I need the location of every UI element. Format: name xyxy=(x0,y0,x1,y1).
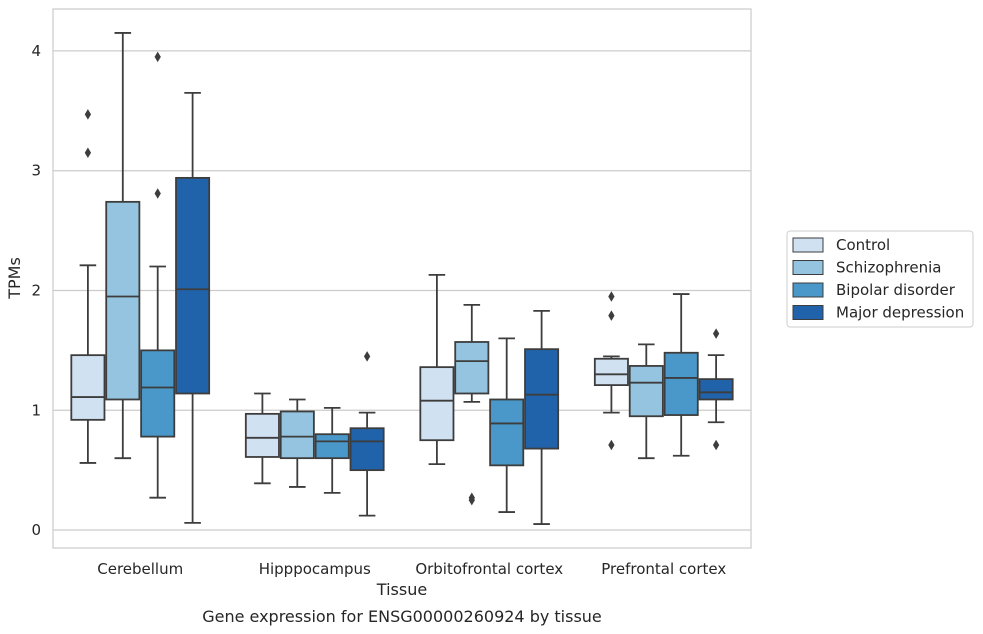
legend-label: Bipolar disorder xyxy=(836,281,956,299)
legend-label: Control xyxy=(836,236,890,254)
outlier-point xyxy=(154,188,161,199)
box xyxy=(419,366,455,442)
outlier-point xyxy=(712,439,720,451)
box-group xyxy=(663,293,699,457)
box-group xyxy=(140,51,176,499)
legend: Control Schizophrenia Bipolar disorder Majo… xyxy=(786,230,974,328)
x-tick-label: Prefrontal cortex xyxy=(601,560,726,578)
box xyxy=(175,176,211,395)
box xyxy=(349,427,385,472)
box xyxy=(314,433,350,460)
box-group xyxy=(349,351,385,517)
box-group xyxy=(70,109,106,464)
box-group xyxy=(244,392,280,485)
box-group xyxy=(454,303,490,506)
box xyxy=(489,398,525,467)
x-tick-label: Cerebellum xyxy=(97,560,183,578)
legend-label: Major depression xyxy=(836,304,964,322)
legend-swatch xyxy=(792,260,824,275)
x-tick-label: Hipppocampus xyxy=(259,560,371,578)
legend-label: Schizophrenia xyxy=(836,259,941,277)
y-tick-label: 0 xyxy=(31,521,41,539)
box xyxy=(593,357,629,387)
box-group xyxy=(175,91,211,524)
box xyxy=(524,348,560,450)
box-group xyxy=(698,328,734,451)
box xyxy=(70,354,106,421)
legend-swatch xyxy=(792,237,824,253)
y-tick-label: 3 xyxy=(31,162,41,180)
box-group xyxy=(419,274,455,466)
box xyxy=(244,412,280,458)
y-axis-title: TPMs xyxy=(5,257,24,300)
legend-swatch xyxy=(792,305,824,320)
outlier-point xyxy=(154,51,161,63)
x-axis-title: Tissue xyxy=(376,580,427,599)
chart-caption: Gene expression for ENSG00000260924 by t… xyxy=(202,607,602,626)
box-group xyxy=(489,337,525,513)
box-group xyxy=(314,406,350,494)
plot-area xyxy=(70,32,734,525)
box xyxy=(279,410,315,460)
outlier-point xyxy=(712,328,720,339)
outlier-point xyxy=(84,147,92,158)
box xyxy=(663,351,699,416)
outlier-point xyxy=(84,109,92,120)
legend-swatch xyxy=(792,282,824,298)
outlier-point xyxy=(608,291,615,302)
x-axis-ticks: Cerebellum Hipppocampus Orbitofrontal cort… xyxy=(97,560,726,578)
box-group xyxy=(105,32,141,460)
box xyxy=(140,349,176,438)
box xyxy=(105,200,141,401)
legend-frame xyxy=(786,230,974,328)
x-tick-label: Orbitofrontal cortex xyxy=(415,560,563,578)
y-axis-ticks: 0 1 2 3 4 xyxy=(31,42,41,539)
y-tick-label: 1 xyxy=(31,401,41,419)
box-group xyxy=(524,309,560,525)
box-group xyxy=(593,291,629,451)
box-group xyxy=(628,343,664,460)
outlier-point xyxy=(608,310,615,321)
outlier-point xyxy=(363,351,371,362)
outlier-point xyxy=(468,494,475,506)
outlier-point xyxy=(608,439,615,451)
box xyxy=(628,365,664,418)
box xyxy=(454,341,490,395)
plot-frame xyxy=(52,8,752,549)
y-tick-label: 4 xyxy=(31,42,41,60)
y-tick-label: 2 xyxy=(31,281,41,299)
box-group xyxy=(279,398,315,488)
box xyxy=(698,378,734,401)
